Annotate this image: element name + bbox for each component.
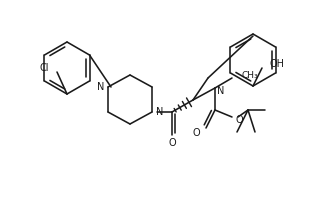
Text: CH₃: CH₃	[242, 71, 259, 81]
Text: O: O	[193, 128, 200, 138]
Text: O: O	[235, 115, 243, 125]
Text: N: N	[156, 107, 163, 117]
Text: Cl: Cl	[39, 63, 49, 73]
Text: O: O	[168, 138, 176, 148]
Text: N: N	[217, 86, 224, 96]
Text: N: N	[97, 82, 104, 92]
Text: OH: OH	[269, 59, 284, 69]
